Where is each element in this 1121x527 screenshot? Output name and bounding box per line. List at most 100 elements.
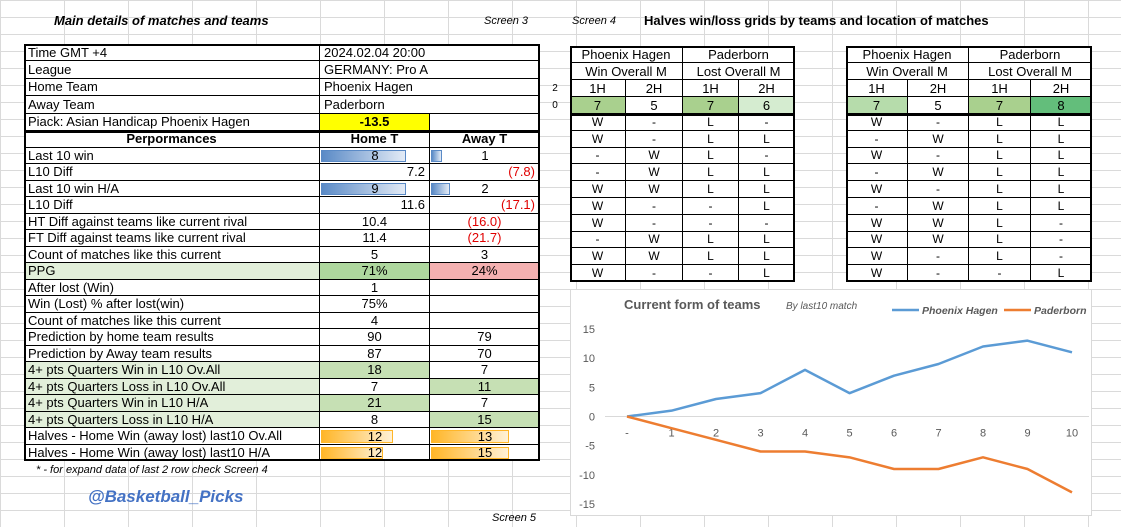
- perf-value: 79: [430, 329, 540, 346]
- result-cell: W: [908, 164, 969, 182]
- perf-header: Perpormances: [24, 131, 320, 148]
- total-cell: 6: [739, 97, 795, 114]
- screen-label: Screen 5: [492, 511, 537, 524]
- result-cell: L: [683, 181, 739, 198]
- y-tick-label: 5: [589, 382, 595, 394]
- perf-value: 12: [367, 445, 383, 461]
- perf-value: 7: [430, 395, 540, 412]
- chart-subtitle: By last10 match: [786, 301, 858, 312]
- perf-value: [430, 279, 540, 296]
- detail-label: Home Team: [24, 78, 320, 97]
- result-cell: L: [969, 114, 1031, 131]
- half-header: 2H: [739, 80, 795, 97]
- result-cell: -: [739, 214, 795, 232]
- detail-label: Piack: Asian Handicap Phoenix Hagen: [24, 113, 320, 131]
- result-cell: L: [1031, 114, 1092, 131]
- y-tick-label: -15: [579, 499, 595, 511]
- half-header: 1H: [969, 80, 1031, 97]
- result-cell: -: [908, 181, 969, 198]
- result-cell: L: [1031, 265, 1092, 282]
- sub-header: Win Overall M: [846, 63, 969, 80]
- result-cell: L: [739, 130, 795, 148]
- perf-label: L10 Diff: [24, 164, 320, 181]
- result-cell: -: [846, 130, 908, 148]
- result-cell: W: [846, 147, 908, 165]
- result-cell: W: [570, 130, 626, 148]
- result-cell: L: [739, 181, 795, 198]
- sub-header: Lost Overall M: [683, 63, 795, 80]
- detail-label: Away Team: [24, 96, 320, 114]
- perf-label: 4+ pts Quarters Loss in L10 Ov.All: [24, 378, 320, 395]
- total-cell: 7: [969, 97, 1031, 114]
- perf-value: 13: [477, 428, 493, 444]
- result-cell: W: [908, 231, 969, 249]
- perf-header: Away T: [430, 131, 540, 148]
- screen-label: Screen 3: [484, 14, 529, 27]
- grids-title: Halves win/loss grids by teams and locat…: [644, 12, 989, 28]
- half-header: 2H: [626, 80, 683, 97]
- half-header: 1H: [570, 80, 626, 97]
- perf-value: 5: [320, 246, 430, 263]
- result-cell: -: [739, 114, 795, 131]
- perf-value: (16.0): [430, 213, 540, 230]
- perf-label: After lost (Win): [24, 279, 320, 296]
- result-cell: -: [1031, 231, 1092, 249]
- perf-value: 7: [430, 362, 540, 379]
- detail-label: Time GMT +4: [24, 44, 320, 62]
- result-cell: L: [969, 198, 1031, 215]
- perf-value: 7.2: [320, 164, 430, 181]
- result-cell: -: [846, 164, 908, 182]
- result-cell: W: [846, 181, 908, 198]
- perf-value: [430, 312, 540, 329]
- data-bar: [431, 182, 450, 195]
- result-cell: L: [1031, 147, 1092, 165]
- detail-value: Paderborn: [320, 96, 540, 114]
- half-header: 2H: [1031, 80, 1092, 97]
- perf-value: 3: [430, 246, 540, 263]
- result-cell: W: [846, 248, 908, 266]
- result-cell: -: [626, 198, 683, 215]
- data-bar: [431, 430, 509, 443]
- data-bar: [431, 149, 442, 162]
- perf-label: L10 Diff: [24, 197, 320, 214]
- result-cell: L: [683, 114, 739, 131]
- legend-label: Paderborn: [1034, 305, 1087, 317]
- result-cell: W: [908, 214, 969, 232]
- perf-label: PPG: [24, 263, 320, 280]
- data-bar: [431, 446, 509, 459]
- empty-cell: [430, 113, 540, 131]
- detail-value: Phoenix Hagen: [320, 78, 540, 97]
- team-header: Phoenix Hagen: [570, 46, 683, 63]
- perf-header: Home T: [320, 131, 430, 148]
- perf-value: 2: [481, 181, 489, 197]
- series-line: [626, 415, 1073, 494]
- x-tick-label: 7: [935, 428, 941, 440]
- result-cell: W: [908, 130, 969, 148]
- result-cell: W: [570, 214, 626, 232]
- result-cell: L: [739, 265, 795, 282]
- detail-value: GERMANY: Pro A: [320, 61, 540, 79]
- perf-value: 8: [320, 411, 430, 428]
- team-header: Phoenix Hagen: [846, 46, 969, 63]
- result-cell: W: [626, 164, 683, 182]
- x-tick-label: 1: [668, 428, 674, 440]
- perf-value: 11.4: [320, 230, 430, 247]
- perf-label: Count of matches like this current: [24, 246, 320, 263]
- perf-value: 75%: [320, 296, 430, 313]
- y-tick-label: -5: [585, 441, 595, 453]
- handicap-value: -13.5: [320, 113, 430, 131]
- result-cell: -: [908, 147, 969, 165]
- perf-label: Last 10 win H/A: [24, 180, 320, 197]
- sub-header: Lost Overall M: [969, 63, 1092, 80]
- result-cell: L: [969, 147, 1031, 165]
- total-cell: 7: [846, 97, 908, 114]
- result-cell: -: [683, 265, 739, 282]
- x-tick-label: 5: [846, 428, 852, 440]
- result-cell: -: [683, 198, 739, 215]
- result-cell: W: [570, 248, 626, 266]
- perf-value: 70: [430, 345, 540, 362]
- total-cell: 5: [626, 97, 683, 114]
- perf-label: Last 10 win: [24, 147, 320, 164]
- half-header: 1H: [683, 80, 739, 97]
